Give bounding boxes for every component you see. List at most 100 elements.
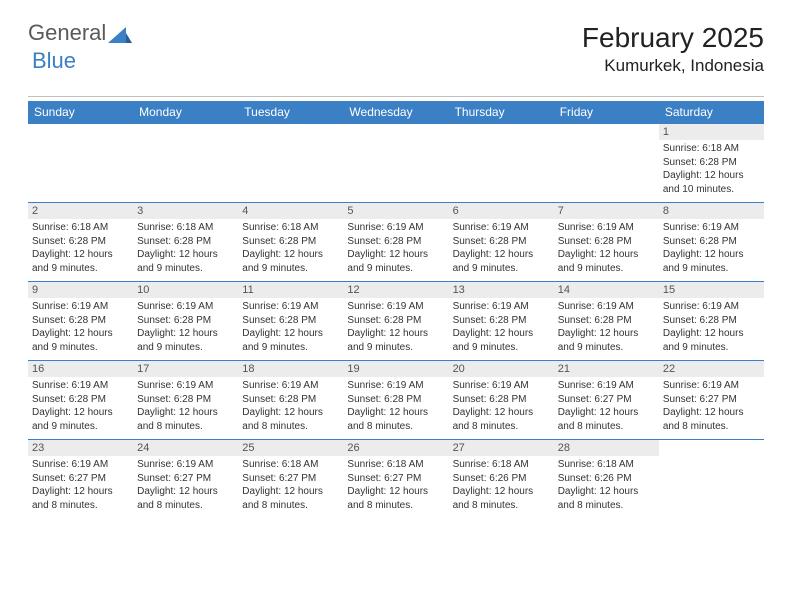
- sunrise-text: Sunrise: 6:19 AM: [242, 300, 339, 314]
- daylight-text: and 9 minutes.: [347, 262, 444, 276]
- sunset-text: Sunset: 6:26 PM: [558, 472, 655, 486]
- sunrise-text: Sunrise: 6:19 AM: [663, 379, 760, 393]
- calendar-day-cell: 27Sunrise: 6:18 AMSunset: 6:26 PMDayligh…: [449, 440, 554, 518]
- sunset-text: Sunset: 6:28 PM: [453, 314, 550, 328]
- brand-triangle-icon: [108, 25, 132, 45]
- day-number: 22: [659, 361, 764, 377]
- day-number: 27: [449, 440, 554, 456]
- weekday-header: Sunday: [28, 101, 133, 124]
- day-number: 4: [238, 203, 343, 219]
- month-title: February 2025: [582, 22, 764, 54]
- daylight-text: and 9 minutes.: [453, 262, 550, 276]
- day-number: 21: [554, 361, 659, 377]
- brand-logo: General: [28, 22, 132, 44]
- calendar-day-cell: 12Sunrise: 6:19 AMSunset: 6:28 PMDayligh…: [343, 282, 448, 360]
- day-number: 3: [133, 203, 238, 219]
- daylight-text: and 8 minutes.: [137, 499, 234, 513]
- sunrise-text: Sunrise: 6:19 AM: [453, 300, 550, 314]
- title-block: February 2025 Kumurkek, Indonesia: [582, 22, 764, 76]
- calendar-day-cell: 25Sunrise: 6:18 AMSunset: 6:27 PMDayligh…: [238, 440, 343, 518]
- sunset-text: Sunset: 6:27 PM: [137, 472, 234, 486]
- daylight-text: and 8 minutes.: [32, 499, 129, 513]
- daylight-text: Daylight: 12 hours: [242, 406, 339, 420]
- sunrise-text: Sunrise: 6:19 AM: [558, 300, 655, 314]
- daylight-text: Daylight: 12 hours: [242, 485, 339, 499]
- calendar-day-cell: 21Sunrise: 6:19 AMSunset: 6:27 PMDayligh…: [554, 361, 659, 439]
- daylight-text: Daylight: 12 hours: [663, 248, 760, 262]
- calendar-day-cell: 9Sunrise: 6:19 AMSunset: 6:28 PMDaylight…: [28, 282, 133, 360]
- sunrise-text: Sunrise: 6:19 AM: [347, 300, 444, 314]
- daylight-text: and 9 minutes.: [663, 262, 760, 276]
- calendar-day-cell: 17Sunrise: 6:19 AMSunset: 6:28 PMDayligh…: [133, 361, 238, 439]
- calendar-day-cell: 4Sunrise: 6:18 AMSunset: 6:28 PMDaylight…: [238, 203, 343, 281]
- sunrise-text: Sunrise: 6:19 AM: [558, 379, 655, 393]
- daylight-text: and 8 minutes.: [242, 420, 339, 434]
- calendar-day-cell: 13Sunrise: 6:19 AMSunset: 6:28 PMDayligh…: [449, 282, 554, 360]
- sunset-text: Sunset: 6:27 PM: [558, 393, 655, 407]
- daylight-text: and 8 minutes.: [137, 420, 234, 434]
- calendar-week: 1Sunrise: 6:18 AMSunset: 6:28 PMDaylight…: [28, 124, 764, 203]
- calendar-day-cell: 19Sunrise: 6:19 AMSunset: 6:28 PMDayligh…: [343, 361, 448, 439]
- calendar-day-cell: 22Sunrise: 6:19 AMSunset: 6:27 PMDayligh…: [659, 361, 764, 439]
- sunrise-text: Sunrise: 6:18 AM: [663, 142, 760, 156]
- sunset-text: Sunset: 6:28 PM: [663, 156, 760, 170]
- daylight-text: and 9 minutes.: [137, 262, 234, 276]
- calendar-day-cell: 8Sunrise: 6:19 AMSunset: 6:28 PMDaylight…: [659, 203, 764, 281]
- daylight-text: Daylight: 12 hours: [137, 406, 234, 420]
- daylight-text: and 9 minutes.: [663, 341, 760, 355]
- sunrise-text: Sunrise: 6:19 AM: [242, 379, 339, 393]
- calendar-empty-cell: [238, 124, 343, 202]
- sunrise-text: Sunrise: 6:19 AM: [32, 458, 129, 472]
- sunset-text: Sunset: 6:28 PM: [453, 393, 550, 407]
- day-number: 9: [28, 282, 133, 298]
- day-number: 6: [449, 203, 554, 219]
- calendar-day-cell: 10Sunrise: 6:19 AMSunset: 6:28 PMDayligh…: [133, 282, 238, 360]
- calendar-week: 9Sunrise: 6:19 AMSunset: 6:28 PMDaylight…: [28, 282, 764, 361]
- sunset-text: Sunset: 6:28 PM: [663, 314, 760, 328]
- sunrise-text: Sunrise: 6:19 AM: [663, 300, 760, 314]
- sunrise-text: Sunrise: 6:18 AM: [558, 458, 655, 472]
- sunrise-text: Sunrise: 6:19 AM: [32, 300, 129, 314]
- weekday-header: Monday: [133, 101, 238, 124]
- calendar-week: 23Sunrise: 6:19 AMSunset: 6:27 PMDayligh…: [28, 440, 764, 518]
- brand-word1: General: [28, 22, 106, 44]
- sunrise-text: Sunrise: 6:19 AM: [137, 379, 234, 393]
- sunset-text: Sunset: 6:28 PM: [137, 393, 234, 407]
- daylight-text: Daylight: 12 hours: [32, 248, 129, 262]
- daylight-text: Daylight: 12 hours: [32, 485, 129, 499]
- daylight-text: and 8 minutes.: [558, 499, 655, 513]
- day-number: 26: [343, 440, 448, 456]
- calendar-day-cell: 3Sunrise: 6:18 AMSunset: 6:28 PMDaylight…: [133, 203, 238, 281]
- calendar-day-cell: 28Sunrise: 6:18 AMSunset: 6:26 PMDayligh…: [554, 440, 659, 518]
- calendar-day-cell: 23Sunrise: 6:19 AMSunset: 6:27 PMDayligh…: [28, 440, 133, 518]
- sunset-text: Sunset: 6:28 PM: [137, 235, 234, 249]
- daylight-text: Daylight: 12 hours: [453, 485, 550, 499]
- calendar-day-cell: 14Sunrise: 6:19 AMSunset: 6:28 PMDayligh…: [554, 282, 659, 360]
- daylight-text: Daylight: 12 hours: [242, 327, 339, 341]
- day-number: 8: [659, 203, 764, 219]
- sunrise-text: Sunrise: 6:19 AM: [558, 221, 655, 235]
- daylight-text: and 9 minutes.: [137, 341, 234, 355]
- daylight-text: Daylight: 12 hours: [137, 327, 234, 341]
- calendar-day-cell: 11Sunrise: 6:19 AMSunset: 6:28 PMDayligh…: [238, 282, 343, 360]
- day-number: 25: [238, 440, 343, 456]
- daylight-text: Daylight: 12 hours: [137, 485, 234, 499]
- day-number: 1: [659, 124, 764, 140]
- weekday-header: Tuesday: [238, 101, 343, 124]
- calendar-day-cell: 6Sunrise: 6:19 AMSunset: 6:28 PMDaylight…: [449, 203, 554, 281]
- calendar-day-cell: 16Sunrise: 6:19 AMSunset: 6:28 PMDayligh…: [28, 361, 133, 439]
- daylight-text: and 8 minutes.: [242, 499, 339, 513]
- sunset-text: Sunset: 6:28 PM: [32, 235, 129, 249]
- daylight-text: and 9 minutes.: [558, 262, 655, 276]
- day-number: 2: [28, 203, 133, 219]
- sunrise-text: Sunrise: 6:19 AM: [32, 379, 129, 393]
- sunset-text: Sunset: 6:27 PM: [663, 393, 760, 407]
- calendar-day-cell: 24Sunrise: 6:19 AMSunset: 6:27 PMDayligh…: [133, 440, 238, 518]
- daylight-text: Daylight: 12 hours: [453, 327, 550, 341]
- day-number: 28: [554, 440, 659, 456]
- weeks-container: 1Sunrise: 6:18 AMSunset: 6:28 PMDaylight…: [28, 124, 764, 518]
- daylight-text: and 9 minutes.: [32, 420, 129, 434]
- calendar-empty-cell: [554, 124, 659, 202]
- daylight-text: and 8 minutes.: [347, 499, 444, 513]
- sunset-text: Sunset: 6:28 PM: [242, 393, 339, 407]
